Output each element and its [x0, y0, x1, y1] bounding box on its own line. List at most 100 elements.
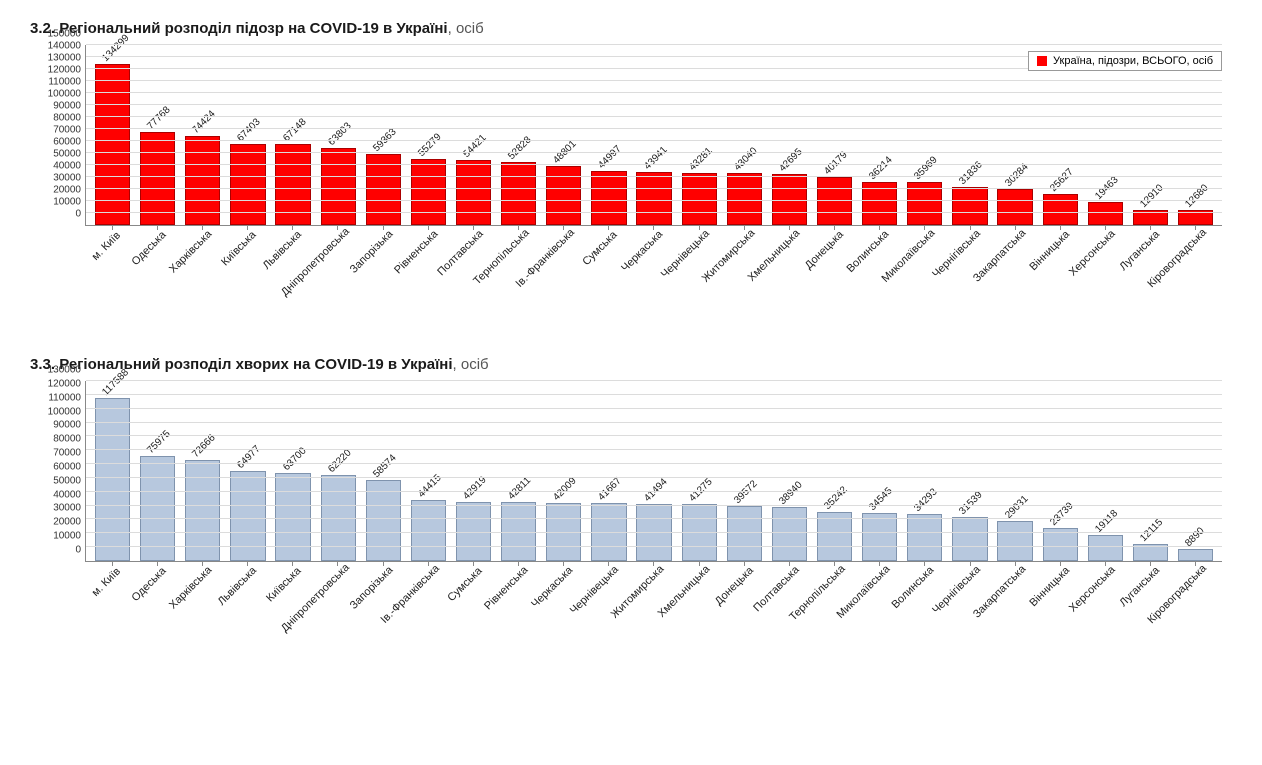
bar-value-label: 12910: [1138, 182, 1165, 209]
x-label-column: Ів.-Франківська: [405, 562, 450, 662]
bar-column: 63803: [316, 45, 361, 225]
y-tick-label: 150000: [48, 29, 86, 40]
bar-column: 30284: [993, 45, 1038, 225]
bar-column: 43281: [677, 45, 722, 225]
bar: [95, 398, 130, 561]
gridline: [86, 212, 1222, 213]
x-label-column: Хмельницька: [676, 562, 721, 662]
bar: [1088, 535, 1123, 561]
x-label-column: Запорізька: [360, 226, 405, 326]
bar-column: 55279: [406, 45, 451, 225]
bar: [817, 512, 852, 561]
x-tick: [112, 225, 113, 230]
bar: [727, 506, 762, 561]
bar-column: 43941: [632, 45, 677, 225]
y-tick-label: 120000: [48, 378, 86, 389]
bar: [997, 521, 1032, 561]
y-tick-label: 0: [75, 209, 86, 220]
bar-column: 42695: [767, 45, 812, 225]
bar-column: 43040: [722, 45, 767, 225]
y-tick-label: 90000: [53, 101, 86, 112]
chart-1: Україна, підозри, ВСЬОГО, осіб 134299777…: [30, 45, 1232, 326]
y-tick-label: 130000: [48, 365, 86, 376]
bar: [321, 148, 356, 225]
title-suffix: , осіб: [448, 20, 484, 37]
x-label-column: Херсонська: [1082, 562, 1127, 662]
gridline: [86, 92, 1222, 93]
bar-column: 31836: [947, 45, 992, 225]
gridline: [86, 44, 1222, 45]
y-tick-label: 100000: [48, 89, 86, 100]
gridline: [86, 176, 1222, 177]
bar-value-label: 30284: [1003, 161, 1030, 188]
x-category-label: м. Київ: [89, 230, 122, 263]
bar: [366, 480, 401, 561]
x-category-label: Сумська: [581, 229, 620, 268]
bar-value-label: 42695: [777, 146, 804, 173]
x-label-column: Дніпропетровська: [315, 226, 360, 326]
y-tick-label: 10000: [53, 197, 86, 208]
x-label-column: Ів.-Франківська: [541, 226, 586, 326]
y-tick-label: 30000: [53, 173, 86, 184]
bar-value-label: 35242: [822, 485, 849, 512]
gridline: [86, 546, 1222, 547]
bar-column: 74424: [180, 45, 225, 225]
bar: [230, 471, 265, 561]
x-label-column: Харківська: [179, 226, 224, 326]
title-suffix: , осіб: [453, 356, 489, 373]
x-label-column: Дніпропетровська: [315, 562, 360, 662]
x-label-column: Херсонська: [1082, 226, 1127, 326]
y-tick-label: 120000: [48, 65, 86, 76]
bar-column: 48801: [541, 45, 586, 225]
bar-value-label: 74424: [191, 108, 218, 135]
bar-column: 134299: [90, 45, 135, 225]
bar-value-label: 31539: [958, 490, 985, 517]
bar-value-label: 44997: [597, 144, 624, 171]
gridline: [86, 116, 1222, 117]
y-tick-label: 50000: [53, 149, 86, 160]
gridline: [86, 188, 1222, 189]
bar-value-label: 43281: [687, 146, 714, 173]
plot-area: 1342997776874424674036714863803593635527…: [85, 45, 1222, 226]
x-tick: [744, 225, 745, 230]
bar-value-label: 38940: [777, 480, 804, 507]
x-tick: [970, 225, 971, 230]
gridline: [86, 435, 1222, 436]
x-label-column: Закарпатська: [992, 226, 1037, 326]
x-label-column: Одеська: [134, 562, 179, 662]
x-category-label: Київська: [219, 229, 258, 268]
bar-value-label: 58574: [371, 452, 398, 479]
bar: [1088, 202, 1123, 225]
x-label-column: Донецька: [812, 226, 857, 326]
x-label-column: Київська: [224, 226, 269, 326]
bar: [772, 507, 807, 561]
x-label-column: Миколаївська: [857, 562, 902, 662]
gridline: [86, 422, 1222, 423]
bar: [952, 187, 987, 225]
bar: [411, 500, 446, 561]
gridline: [86, 140, 1222, 141]
bar-value-label: 63803: [326, 121, 353, 148]
plot-area: 1175887597572666649776370062220585744441…: [85, 381, 1222, 562]
y-tick-label: 20000: [53, 517, 86, 528]
y-tick-label: 100000: [48, 406, 86, 417]
bar: [456, 160, 491, 225]
y-tick-label: 20000: [53, 185, 86, 196]
x-label-column: Рівненська: [495, 562, 540, 662]
y-tick-label: 140000: [48, 41, 86, 52]
bar-value-label: 42811: [506, 475, 533, 502]
bar-value-label: 62220: [326, 447, 353, 474]
bar-column: 36214: [857, 45, 902, 225]
x-tick: [699, 561, 700, 566]
chart-2: 1175887597572666649776370062220585744441…: [30, 381, 1232, 662]
x-label-column: Кіровоградська: [1173, 226, 1218, 326]
bar: [1178, 549, 1213, 561]
bar-value-label: 41667: [597, 476, 624, 503]
bar-value-label: 35969: [913, 154, 940, 181]
gridline: [86, 463, 1222, 464]
x-category-label: Сумська: [445, 565, 484, 604]
x-label-column: Закарпатська: [992, 562, 1037, 662]
bar-column: 35969: [902, 45, 947, 225]
y-tick-label: 30000: [53, 503, 86, 514]
y-tick-label: 80000: [53, 434, 86, 445]
